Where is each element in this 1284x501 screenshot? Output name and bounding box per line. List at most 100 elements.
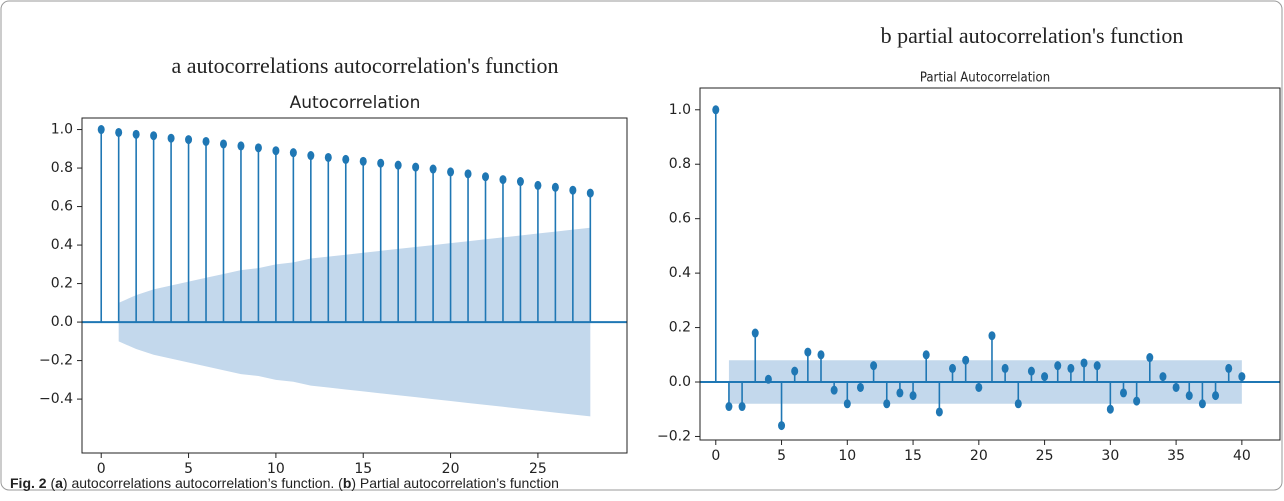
y-tick-label: 0.2 [51,276,73,292]
stem-marker [429,164,437,174]
stem-marker [342,154,350,164]
stem-marker [1225,363,1233,373]
stem-marker [1027,366,1035,376]
y-tick-label: −0.2 [657,428,691,444]
stem-marker [150,131,158,141]
supertitle: a autocorrelations autocorrelation's fun… [172,53,559,78]
stem-marker [167,133,175,143]
y-tick-label: −0.4 [39,391,73,407]
stem-marker [830,385,838,395]
x-tick-label: 35 [1167,448,1185,464]
stem-marker [856,382,864,392]
stem-marker [237,141,245,151]
stem-marker [1198,399,1206,409]
stem-marker [975,382,983,392]
x-tick-label: 10 [267,461,285,477]
stem-marker [254,143,262,153]
stem-marker [870,361,878,371]
stem-marker [949,363,957,373]
y-tick-label: 1.0 [669,102,691,118]
stem-marker [412,162,420,172]
stem-marker [359,156,367,166]
x-tick-label: 0 [97,461,106,477]
x-tick-label: 25 [529,461,547,477]
stem-marker [738,402,746,412]
y-tick-label: 0.6 [51,199,73,215]
y-tick-label: 0.4 [51,237,73,253]
stem-marker [751,328,759,338]
y-tick-label: 0.0 [51,314,73,330]
stem-marker [922,350,930,360]
y-tick-label: 0.8 [51,160,73,176]
stem-marker [1238,372,1246,382]
caption: Fig. 2 (a) autocorrelations autocorrelat… [10,475,559,491]
x-tick-label: 20 [442,461,460,477]
stem-marker [909,391,917,401]
stem-marker [1159,372,1167,382]
x-tick-label: 5 [184,461,193,477]
x-tick-label: 30 [1101,448,1119,464]
stem-marker [712,105,720,115]
stem-marker [132,129,140,139]
stem-marker [377,158,385,168]
stem-marker [586,188,594,198]
stem-marker [464,169,472,179]
stem-marker [1014,399,1022,409]
stem-marker [569,185,577,195]
stem-marker [499,175,507,185]
stem-marker [1212,391,1220,401]
stem-marker [1093,361,1101,371]
caption-text: ) autocorrelations autocorrelation’s fun… [63,475,343,491]
stem-marker [307,151,315,161]
stem-marker [482,172,490,182]
y-tick-label: 0.8 [669,156,691,172]
caption-text: ( [47,475,56,491]
y-tick-label: 0.2 [669,320,691,336]
stem-marker [804,347,812,357]
stem-marker [935,407,943,417]
stem-marker [883,399,891,409]
stem-marker [1041,372,1049,382]
chart-title: Autocorrelation [290,93,421,113]
stem-marker [896,388,904,398]
x-tick-label: 20 [970,448,988,464]
x-tick-label: 40 [1233,448,1251,464]
stem-marker [1001,363,1009,373]
y-tick-label: 0.4 [669,265,691,281]
x-tick-label: 15 [354,461,372,477]
supertitle: b partial autocorrelation's function [881,23,1184,48]
stem-marker [289,148,297,158]
stem-marker [1146,353,1154,363]
x-tick-label: 25 [1036,448,1054,464]
stem-marker [1067,363,1075,373]
stem-marker [97,125,105,135]
y-tick-label: 0.0 [669,374,691,390]
stem-marker [115,127,123,137]
caption-text: a [55,475,63,491]
caption-text: ) Partial autocorrelation’s function [351,475,559,491]
x-tick-label: 10 [838,448,856,464]
caption-label: Fig. 2 [10,475,47,491]
y-tick-label: 0.6 [669,211,691,227]
stem-marker [988,331,996,341]
stem-marker [447,167,455,177]
x-tick-label: 5 [777,448,786,464]
axes-frame [81,117,628,454]
stem-marker [778,421,786,431]
stem-marker [1172,382,1180,392]
stem-marker [725,402,733,412]
stem-marker [843,399,851,409]
stem-marker [791,366,799,376]
stem-marker [817,350,825,360]
stem-marker [534,180,542,190]
stem-marker [1133,396,1141,406]
stem-marker [1185,391,1193,401]
stem-marker [516,177,524,187]
stem-marker [1080,358,1088,368]
chart-title: Partial Autocorrelation [920,71,1050,86]
caption-text: b [343,475,352,491]
stem-marker [185,135,193,145]
figure-border [0,0,1283,491]
stem-marker [324,152,332,162]
